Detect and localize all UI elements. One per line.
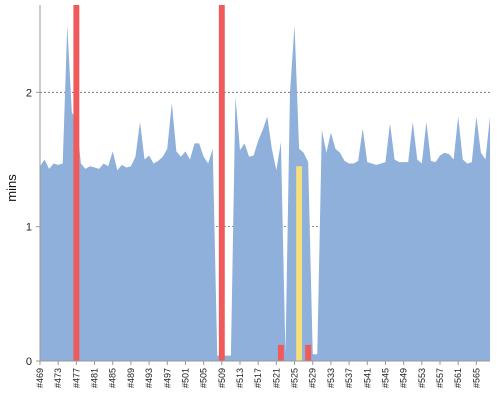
axes bbox=[36, 5, 490, 365]
x-tick-label: #481 bbox=[90, 368, 100, 388]
highlight-bar bbox=[296, 166, 303, 361]
x-tick-label: #565 bbox=[471, 368, 481, 388]
x-tick-label: #469 bbox=[35, 368, 45, 388]
x-tick-label: #533 bbox=[326, 368, 336, 388]
x-tick-label: #501 bbox=[180, 368, 190, 388]
x-tick-label: #513 bbox=[235, 368, 245, 388]
highlight-bar bbox=[218, 5, 225, 361]
x-tick-label: #525 bbox=[290, 368, 300, 388]
y-tick-label: 0 bbox=[26, 356, 32, 368]
x-tick-label: #549 bbox=[399, 368, 409, 388]
x-tick-label: #473 bbox=[53, 368, 63, 388]
y-tick-label: 2 bbox=[26, 87, 32, 99]
x-tick-label: #553 bbox=[417, 368, 427, 388]
x-tick-label: #509 bbox=[217, 368, 227, 388]
x-tick-label: #517 bbox=[253, 368, 263, 388]
x-tick-label: #493 bbox=[144, 368, 154, 388]
x-tick-label: #489 bbox=[126, 368, 136, 388]
x-tick-label: #541 bbox=[362, 368, 372, 388]
x-tick-label: #557 bbox=[435, 368, 445, 388]
x-tick-label: #529 bbox=[308, 368, 318, 388]
area-series bbox=[40, 25, 490, 362]
x-tick-label: #545 bbox=[380, 368, 390, 388]
x-tick-labels: #469 #473 #477 #481 #485 #489 #493 #497 #501 #505… bbox=[35, 368, 481, 388]
x-tick-label: #521 bbox=[271, 368, 281, 388]
x-tick-label: #505 bbox=[199, 368, 209, 388]
y-tick-label: 1 bbox=[26, 222, 32, 234]
x-tick-label: #497 bbox=[162, 368, 172, 388]
x-tick-label: #477 bbox=[71, 368, 81, 388]
highlight-bar bbox=[277, 344, 284, 361]
area-series-shape bbox=[40, 25, 490, 362]
x-tick-label: #537 bbox=[344, 368, 354, 388]
x-tick-label: #561 bbox=[453, 368, 463, 388]
highlight-bars bbox=[73, 5, 312, 361]
y-axis-title: mins bbox=[4, 174, 19, 202]
highlight-bar bbox=[73, 5, 80, 361]
y-tick-labels: 0 1 2 bbox=[26, 87, 32, 368]
x-tick-label: #485 bbox=[108, 368, 118, 388]
highlight-bar bbox=[305, 344, 312, 361]
